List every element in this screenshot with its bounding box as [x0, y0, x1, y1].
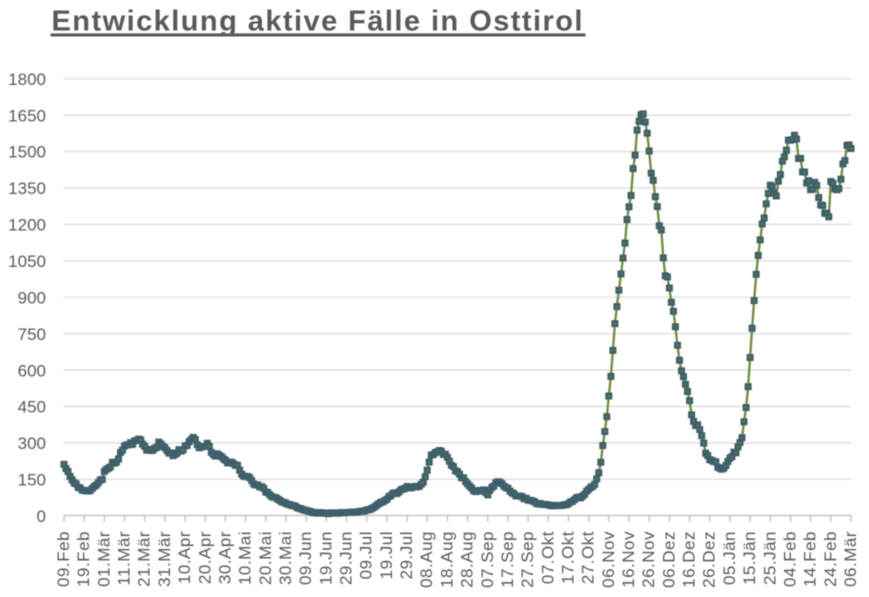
- svg-text:19.Jun: 19.Jun: [316, 531, 335, 585]
- svg-text:1500: 1500: [8, 143, 46, 162]
- svg-text:1200: 1200: [8, 216, 46, 235]
- svg-text:Entwicklung aktive Fälle in Os: Entwicklung aktive Fälle in Osttirol: [52, 6, 584, 38]
- svg-text:09.Jul: 09.Jul: [357, 531, 376, 579]
- svg-text:30.Mai: 30.Mai: [276, 531, 295, 585]
- svg-text:06.Nov: 06.Nov: [599, 531, 618, 588]
- svg-text:20.Mai: 20.Mai: [256, 531, 275, 585]
- svg-text:1650: 1650: [8, 106, 46, 125]
- svg-text:17.Sep: 17.Sep: [498, 531, 517, 588]
- svg-text:29.Jun: 29.Jun: [337, 531, 356, 585]
- svg-text:05.Jän: 05.Jän: [720, 531, 739, 585]
- svg-text:20.Apr: 20.Apr: [195, 531, 214, 584]
- svg-text:1050: 1050: [8, 252, 46, 271]
- svg-text:09.Jun: 09.Jun: [296, 531, 315, 585]
- svg-text:27.Okt: 27.Okt: [579, 531, 598, 584]
- svg-text:01.Mär: 01.Mär: [94, 531, 113, 587]
- svg-text:10.Apr: 10.Apr: [175, 531, 194, 584]
- svg-text:06.Dez: 06.Dez: [659, 531, 678, 588]
- svg-text:14.Feb: 14.Feb: [801, 531, 820, 587]
- svg-text:15.Jän: 15.Jän: [740, 531, 759, 585]
- svg-text:25.Jän: 25.Jän: [760, 531, 779, 585]
- svg-text:26.Dez: 26.Dez: [700, 531, 719, 588]
- svg-text:04.Feb: 04.Feb: [781, 531, 800, 587]
- svg-text:10.Mai: 10.Mai: [236, 531, 255, 585]
- svg-text:24.Feb: 24.Feb: [821, 531, 840, 587]
- svg-text:1800: 1800: [8, 70, 46, 89]
- svg-text:16.Nov: 16.Nov: [619, 531, 638, 588]
- svg-text:300: 300: [18, 434, 46, 453]
- svg-text:31.Mär: 31.Mär: [155, 531, 174, 587]
- svg-text:07.Okt: 07.Okt: [538, 531, 557, 584]
- svg-text:1350: 1350: [8, 179, 46, 198]
- svg-text:450: 450: [18, 398, 46, 417]
- svg-text:09.Feb: 09.Feb: [54, 531, 73, 587]
- svg-text:29.Jul: 29.Jul: [397, 531, 416, 579]
- svg-text:0: 0: [37, 507, 46, 526]
- svg-text:17.Okt: 17.Okt: [559, 531, 578, 584]
- svg-text:18.Aug: 18.Aug: [437, 531, 456, 588]
- svg-text:28.Aug: 28.Aug: [458, 531, 477, 588]
- svg-text:08.Aug: 08.Aug: [417, 531, 436, 588]
- svg-text:07.Sep: 07.Sep: [478, 531, 497, 588]
- svg-text:11.Mär: 11.Mär: [115, 531, 134, 586]
- svg-text:26.Nov: 26.Nov: [639, 531, 658, 588]
- svg-text:06.Mär: 06.Mär: [841, 531, 860, 587]
- svg-text:19.Jul: 19.Jul: [377, 531, 396, 579]
- svg-text:19.Feb: 19.Feb: [74, 531, 93, 587]
- svg-text:21.Mär: 21.Mär: [135, 531, 154, 587]
- svg-text:30.Apr: 30.Apr: [215, 531, 234, 584]
- svg-text:600: 600: [18, 361, 46, 380]
- svg-text:750: 750: [18, 325, 46, 344]
- svg-text:150: 150: [18, 471, 46, 490]
- svg-text:900: 900: [18, 288, 46, 307]
- svg-text:16.Dez: 16.Dez: [680, 531, 699, 588]
- svg-text:27.Sep: 27.Sep: [518, 531, 537, 588]
